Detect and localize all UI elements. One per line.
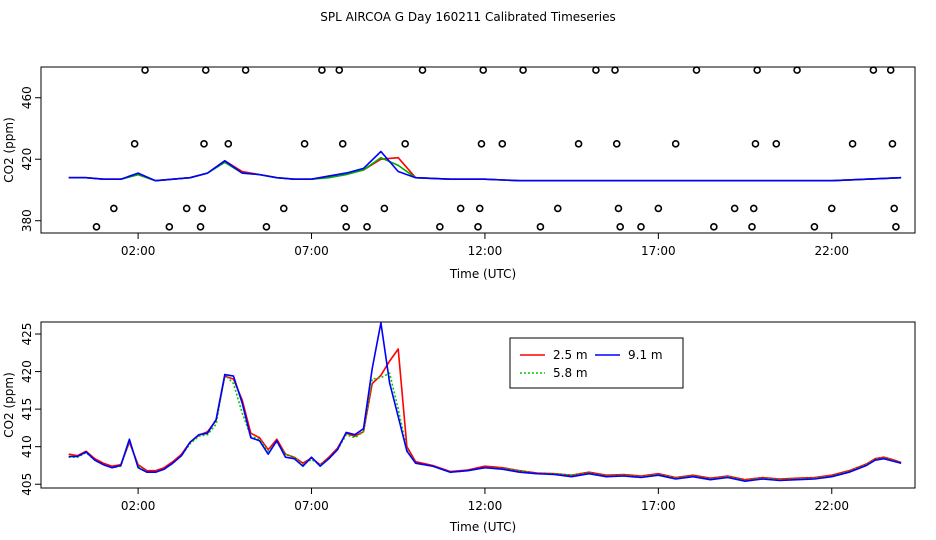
x-axis-label: Time (UTC) <box>449 267 516 281</box>
y-tick-label: 420 <box>20 360 34 383</box>
data-point <box>749 204 758 213</box>
data-point <box>200 140 208 148</box>
data-point <box>338 140 347 148</box>
data-point <box>611 66 619 74</box>
y-axis-label: CO2 (ppm) <box>2 117 16 183</box>
data-point <box>892 223 900 231</box>
y-tick-label: 380 <box>20 209 34 232</box>
legend-label: 5.8 m <box>553 366 588 380</box>
data-point <box>710 223 718 231</box>
data-point <box>335 66 344 74</box>
data-point <box>477 140 486 148</box>
data-point <box>751 140 760 148</box>
series-line-5-8-m <box>68 372 902 482</box>
data-point <box>498 140 507 148</box>
data-point <box>793 66 801 74</box>
plot-frame <box>40 66 916 234</box>
y-tick-label: 460 <box>20 86 34 109</box>
data-point <box>182 204 191 213</box>
data-point <box>592 66 600 74</box>
data-point <box>340 204 349 213</box>
data-point <box>474 223 482 231</box>
series-line-9-1-m <box>68 321 902 483</box>
series-line-2-5-m <box>68 348 902 481</box>
data-point <box>848 140 857 148</box>
y-tick-label: 410 <box>20 435 34 458</box>
data-point <box>342 223 351 231</box>
data-point <box>730 204 739 213</box>
data-point <box>890 204 898 213</box>
x-tick-label: 12:00 <box>468 244 503 258</box>
data-point <box>241 66 250 74</box>
plot-frame <box>40 321 916 489</box>
x-tick-label: 22:00 <box>814 244 849 258</box>
legend-box <box>509 337 684 389</box>
data-point <box>810 223 819 231</box>
data-point <box>130 140 139 148</box>
x-tick-label: 07:00 <box>294 244 329 258</box>
legend-label: 2.5 m <box>553 348 588 362</box>
data-point <box>300 140 309 148</box>
data-point <box>748 223 756 231</box>
x-axis-label: Time (UTC) <box>449 520 516 534</box>
data-point <box>436 223 444 231</box>
data-point <box>574 140 583 148</box>
data-point <box>262 223 271 231</box>
data-point <box>418 66 427 74</box>
x-tick-label: 17:00 <box>641 244 676 258</box>
data-point <box>92 223 101 231</box>
x-tick-label: 02:00 <box>121 244 156 258</box>
figure-title: SPL AIRCOA G Day 160211 Calibrated Times… <box>320 10 616 24</box>
data-point <box>637 223 645 231</box>
x-tick-label: 02:00 <box>121 499 156 513</box>
data-point <box>616 223 624 231</box>
data-point <box>198 204 207 213</box>
data-point <box>401 140 409 148</box>
data-point <box>456 204 465 213</box>
panel-bottom: 02:00 07:00 12:00 17:00 22:00 Time (UTC) 405 41… <box>2 321 916 534</box>
data-point <box>612 140 621 148</box>
data-point <box>519 66 527 74</box>
data-point <box>692 66 701 74</box>
y-tick-label: 415 <box>20 398 34 421</box>
data-point <box>671 140 680 148</box>
data-point <box>654 204 663 213</box>
data-point <box>165 223 174 231</box>
series-line-2 <box>68 150 902 182</box>
data-point <box>380 204 389 213</box>
y-axis-label: CO2 (ppm) <box>2 372 16 438</box>
data-point <box>279 204 288 213</box>
data-point <box>827 204 836 213</box>
data-point <box>753 66 761 74</box>
x-tick-label: 17:00 <box>641 499 676 513</box>
x-tick-label: 07:00 <box>294 499 329 513</box>
data-point <box>224 140 233 148</box>
data-point <box>201 66 210 74</box>
data-point <box>479 66 488 74</box>
data-point <box>888 140 897 148</box>
data-point <box>536 223 545 231</box>
data-point <box>363 223 371 231</box>
x-tick-label: 12:00 <box>468 499 503 513</box>
data-point <box>614 204 623 213</box>
y-tick-label: 420 <box>20 148 34 171</box>
y-tick-label: 425 <box>20 323 34 346</box>
y-tick-label: 405 <box>20 473 34 496</box>
data-point <box>141 66 149 74</box>
data-point <box>869 66 878 74</box>
legend-label: 9.1 m <box>628 348 663 362</box>
data-point <box>886 66 895 74</box>
x-tick-label: 22:00 <box>814 499 849 513</box>
data-point <box>110 204 118 213</box>
data-point <box>196 223 205 231</box>
data-point <box>772 140 781 148</box>
data-point <box>318 66 326 74</box>
data-point <box>475 204 484 213</box>
data-point <box>553 204 562 213</box>
panel-top: 02:00 07:00 12:00 17:00 22:00 Time (UTC) 380 42… <box>2 66 916 281</box>
